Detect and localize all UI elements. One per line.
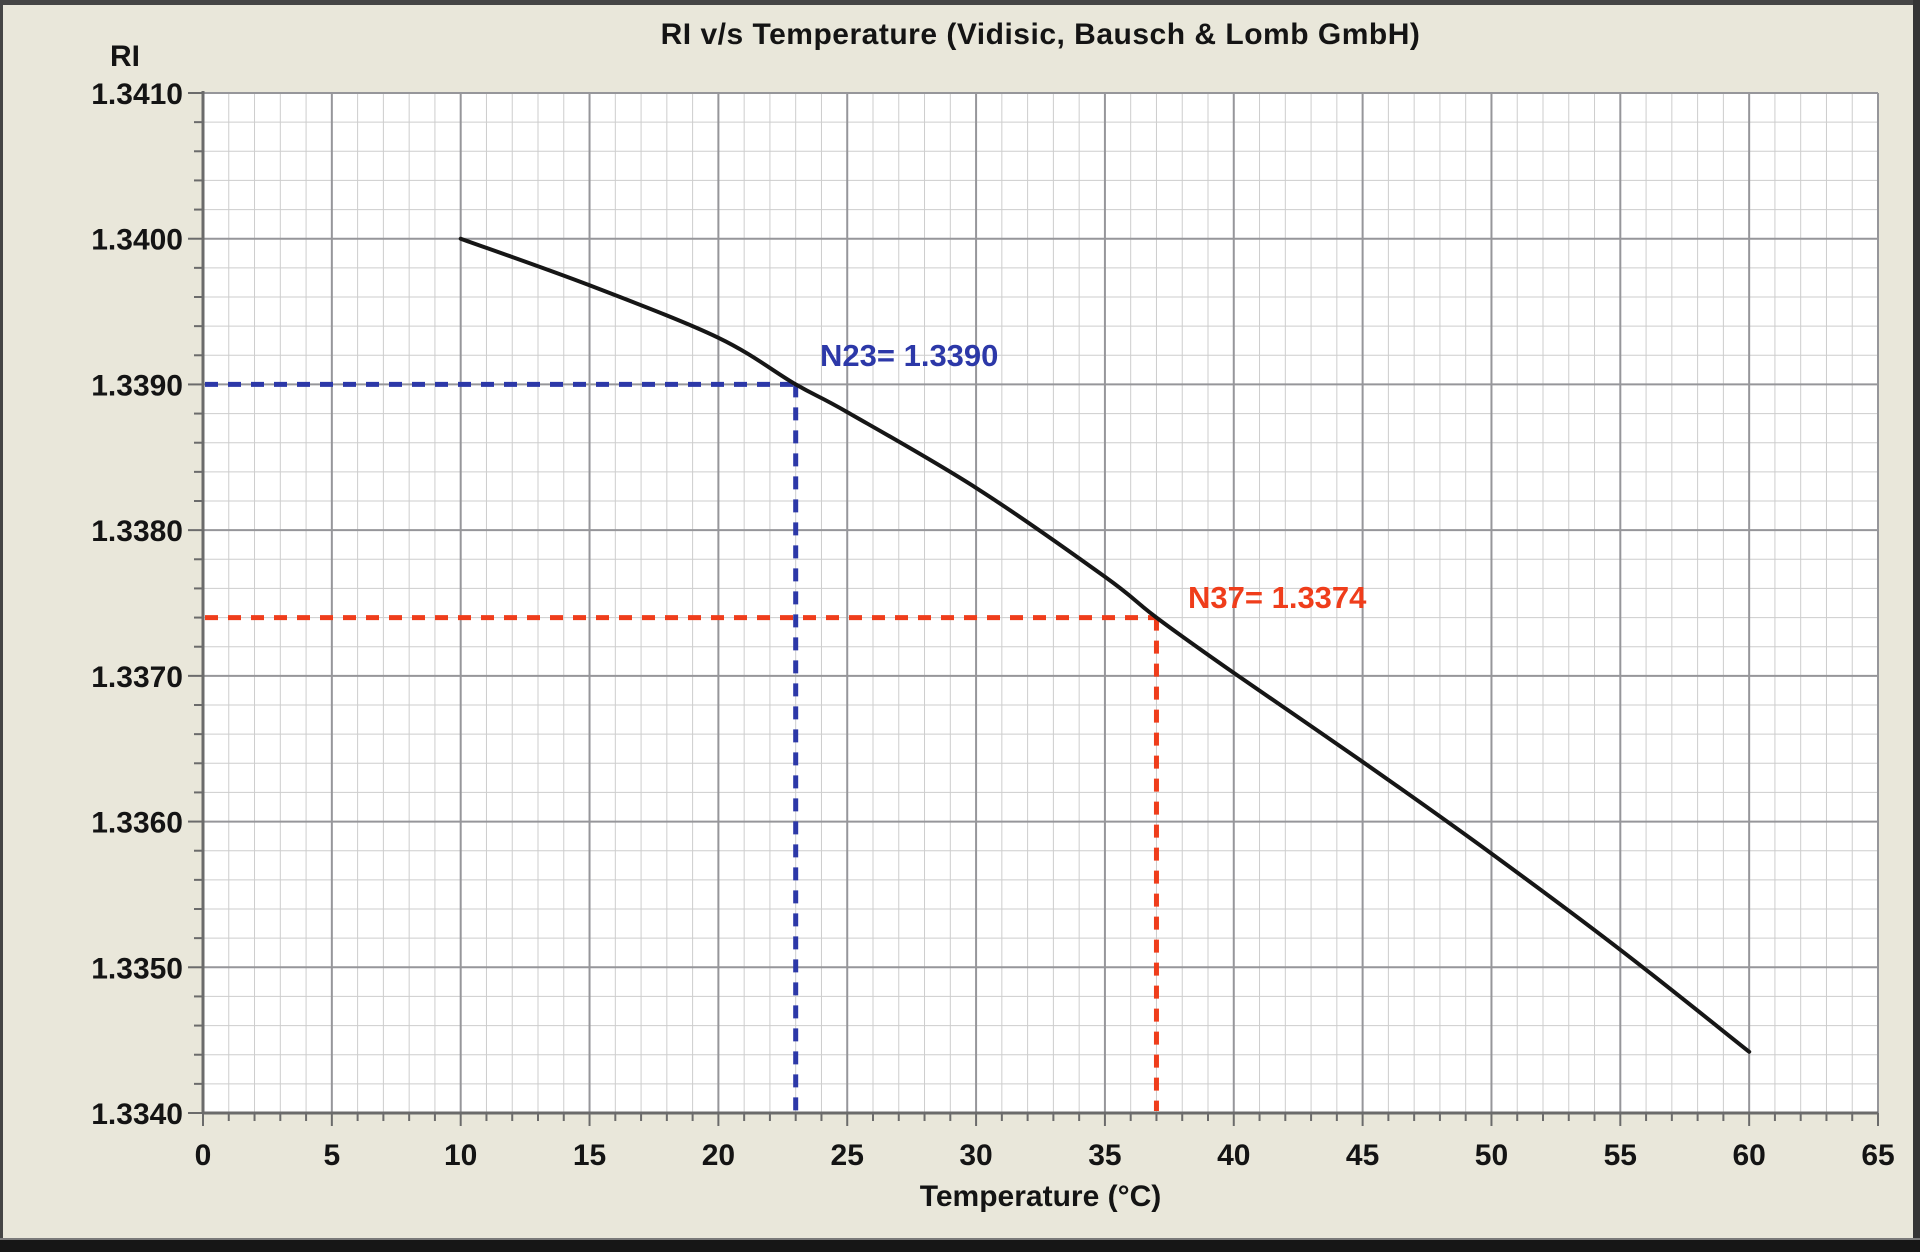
svg-text:1.3380: 1.3380 bbox=[91, 515, 183, 548]
grid-minor bbox=[203, 93, 1878, 1113]
x-tick-labels: 0 5 10 15 20 25 30 35 40 45 50 55 60 65 bbox=[195, 1139, 1895, 1172]
annotation-n23-lines bbox=[205, 381, 799, 1111]
ri-curve bbox=[458, 236, 1752, 1054]
annotation-n23-label: N23= 1.3390 bbox=[820, 338, 999, 373]
svg-text:0: 0 bbox=[195, 1139, 212, 1172]
svg-text:1.3390: 1.3390 bbox=[91, 369, 183, 402]
svg-text:1.3400: 1.3400 bbox=[91, 224, 183, 257]
y-axis-title: RI bbox=[110, 40, 140, 73]
svg-text:5: 5 bbox=[324, 1139, 341, 1172]
svg-text:65: 65 bbox=[1861, 1139, 1894, 1172]
svg-text:40: 40 bbox=[1217, 1139, 1250, 1172]
svg-text:20: 20 bbox=[702, 1139, 735, 1172]
svg-text:45: 45 bbox=[1346, 1139, 1379, 1172]
svg-text:35: 35 bbox=[1088, 1139, 1121, 1172]
y-tick-labels: 1.3410 1.3400 1.3390 1.3380 1.3370 1.3360 1.33… bbox=[91, 78, 183, 1131]
frame-bottom-edge bbox=[0, 1238, 1920, 1252]
axis-lines bbox=[201, 91, 1878, 1115]
annotation-n37-lines bbox=[205, 615, 1159, 1111]
svg-text:50: 50 bbox=[1475, 1139, 1508, 1172]
svg-text:15: 15 bbox=[573, 1139, 606, 1172]
svg-text:30: 30 bbox=[959, 1139, 992, 1172]
svg-text:1.3370: 1.3370 bbox=[91, 661, 183, 694]
svg-text:1.3350: 1.3350 bbox=[91, 952, 183, 985]
plot-background bbox=[203, 93, 1878, 1113]
svg-text:25: 25 bbox=[831, 1139, 864, 1172]
x-axis-title: Temperature (°C) bbox=[919, 1180, 1162, 1213]
svg-text:1.3410: 1.3410 bbox=[91, 78, 183, 111]
svg-text:1.3360: 1.3360 bbox=[91, 807, 183, 840]
chart-title: RI v/s Temperature (Vidisic, Bausch & Lo… bbox=[660, 18, 1421, 51]
svg-text:60: 60 bbox=[1732, 1139, 1765, 1172]
annotation-n37-label: N37= 1.3374 bbox=[1188, 580, 1367, 615]
svg-text:55: 55 bbox=[1604, 1139, 1637, 1172]
frame-right-edge bbox=[1913, 0, 1920, 1250]
svg-text:1.3340: 1.3340 bbox=[91, 1098, 183, 1131]
svg-text:10: 10 bbox=[444, 1139, 477, 1172]
